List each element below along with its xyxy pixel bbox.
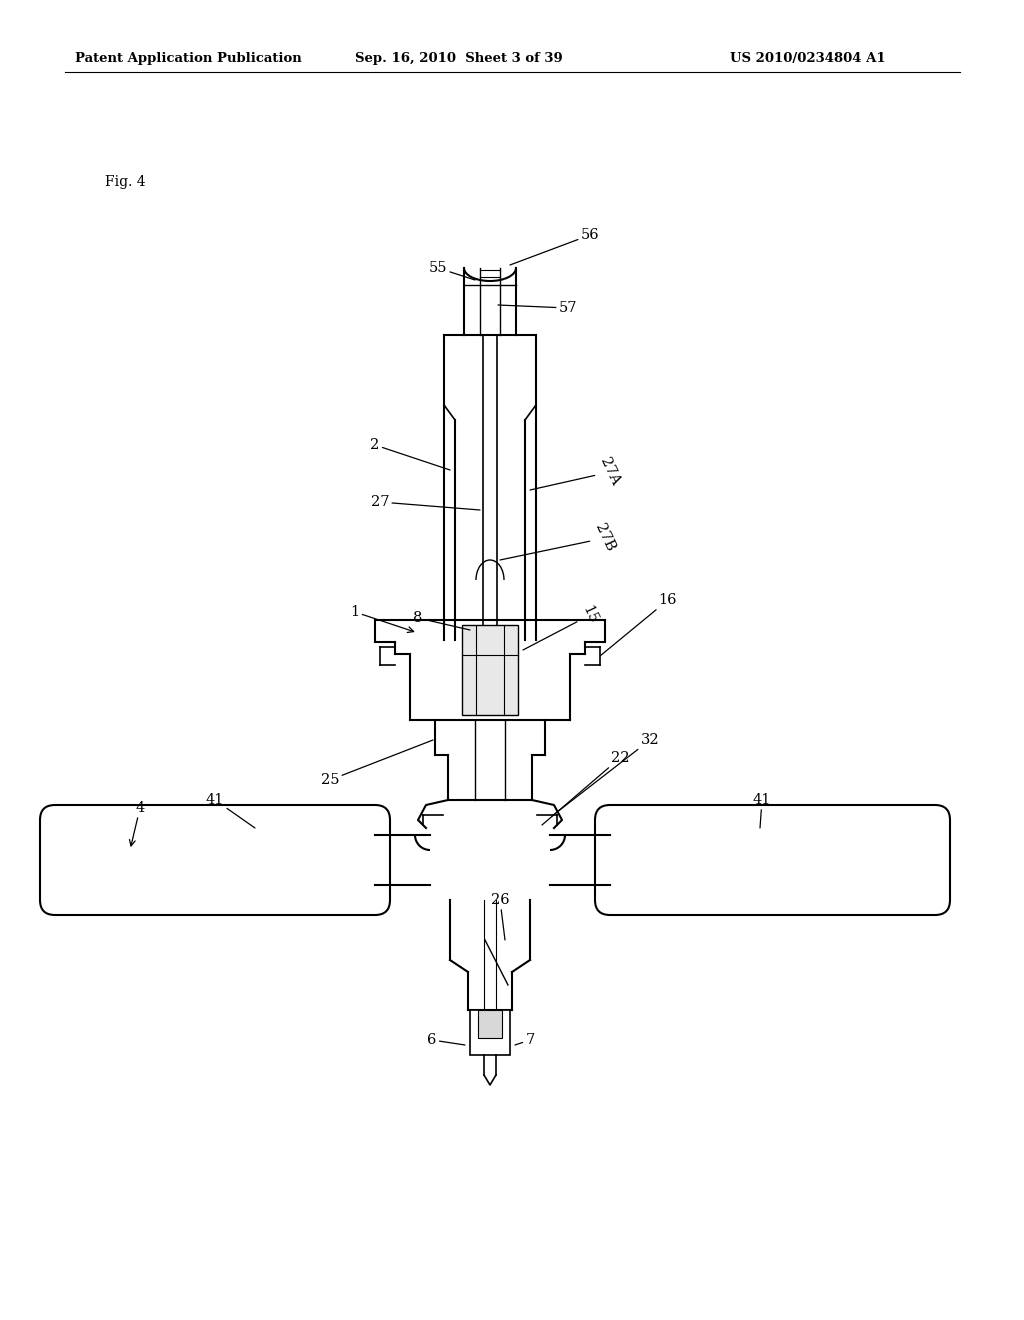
Text: Sep. 16, 2010  Sheet 3 of 39: Sep. 16, 2010 Sheet 3 of 39 xyxy=(355,51,563,65)
Text: 41: 41 xyxy=(753,793,771,828)
Text: 8: 8 xyxy=(414,611,470,630)
Bar xyxy=(478,1010,502,1038)
Text: 56: 56 xyxy=(510,228,599,265)
Text: 6: 6 xyxy=(427,1034,465,1047)
Text: Fig. 4: Fig. 4 xyxy=(105,176,145,189)
Text: 41: 41 xyxy=(206,793,255,828)
Text: 15: 15 xyxy=(523,603,600,649)
Text: 27: 27 xyxy=(371,495,480,510)
Text: 25: 25 xyxy=(321,741,433,787)
FancyBboxPatch shape xyxy=(40,805,390,915)
Text: 32: 32 xyxy=(552,733,659,816)
Bar xyxy=(462,624,518,715)
Text: 55: 55 xyxy=(429,261,475,280)
Text: Patent Application Publication: Patent Application Publication xyxy=(75,51,302,65)
Text: US 2010/0234804 A1: US 2010/0234804 A1 xyxy=(730,51,886,65)
Text: 16: 16 xyxy=(600,593,677,656)
Text: 26: 26 xyxy=(490,894,509,940)
Text: 4: 4 xyxy=(129,801,144,846)
Text: 7: 7 xyxy=(515,1034,535,1047)
FancyBboxPatch shape xyxy=(595,805,950,915)
Text: 22: 22 xyxy=(542,751,630,825)
Text: 57: 57 xyxy=(498,301,578,315)
Text: 1: 1 xyxy=(350,605,414,632)
Text: 2: 2 xyxy=(371,438,450,470)
Text: 27B: 27B xyxy=(500,521,617,560)
Text: 27A: 27A xyxy=(530,455,623,490)
Bar xyxy=(470,1010,510,1055)
